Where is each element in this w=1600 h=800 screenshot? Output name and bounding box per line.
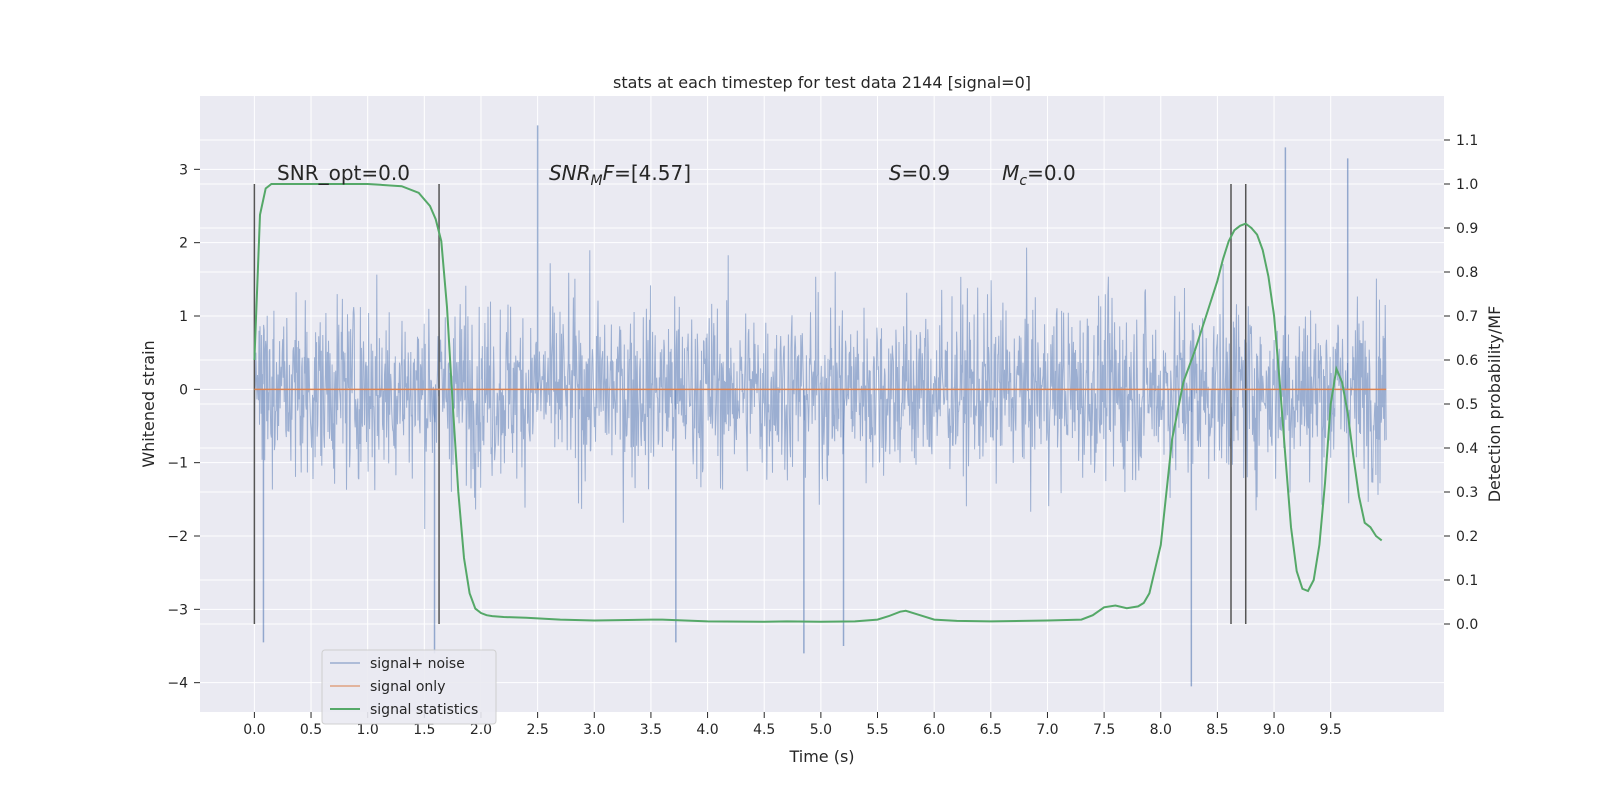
annotation-2: S=0.9 (889, 161, 950, 185)
x-tick-label: 7.0 (1036, 722, 1058, 738)
legend-box (321, 649, 497, 725)
y-right-tick-label: 0.1 (1456, 573, 1478, 589)
y-axis-ticks: −4 −3 −2 −1 0 1 2 3 (167, 162, 200, 692)
y-tick-label: −4 (167, 676, 188, 692)
x-axis-label: Time (s) (788, 747, 854, 766)
x-tick-label: 2.5 (526, 722, 548, 738)
x-tick-label: 6.5 (980, 722, 1002, 738)
chart-title: stats at each timestep for test data 214… (613, 73, 1031, 92)
x-tick-label: 0.0 (243, 722, 265, 738)
x-axis-ticks: 0.0 0.5 1.0 1.5 2.0 2.5 3.0 3.5 4.0 4.5 5.0 5.5 6.0 6… (243, 712, 1342, 738)
x-tick-label: 5.5 (866, 722, 888, 738)
x-tick-label: 0.5 (300, 722, 322, 738)
y-right-tick-label: 0.6 (1456, 353, 1478, 369)
legend-label-signal-noise: signal+ noise (370, 656, 465, 672)
series-signal-statistics (253, 183, 1383, 623)
x-tick-label: 4.5 (753, 722, 775, 738)
y-right-tick-label: 0.9 (1456, 221, 1478, 237)
y-tick-label: 0 (179, 382, 188, 398)
y-right-tick-label: 0.0 (1456, 617, 1478, 633)
y-right-tick-label: 1.0 (1456, 177, 1478, 193)
annotation-3: Mc=0.0 (1002, 161, 1076, 189)
y-axis-label: Whitened strain (139, 340, 158, 467)
x-tick-label: 8.0 (1150, 722, 1172, 738)
x-tick-label: 6.0 (923, 722, 945, 738)
y-right-tick-label: 0.2 (1456, 529, 1478, 545)
x-tick-label: 1.5 (413, 722, 435, 738)
x-tick-label: 5.0 (810, 722, 832, 738)
y-right-tick-label: 1.1 (1456, 133, 1478, 149)
annotation-1: SNRMF=[4.57] (549, 161, 691, 189)
annotation-0: SNR_opt=0.0 (277, 161, 410, 185)
y-right-tick-label: 0.8 (1456, 265, 1478, 281)
x-tick-label: 8.5 (1206, 722, 1228, 738)
y-right-axis-label: Detection probability/MF (1485, 306, 1504, 503)
y-tick-label: 2 (179, 236, 188, 252)
y-right-tick-label: 0.5 (1456, 397, 1478, 413)
y-right-axis-ticks: 0.0 0.1 0.2 0.3 0.4 0.5 0.6 0.7 0.8 0.9 1.0 1.1 (1444, 133, 1478, 633)
x-tick-label: 1.0 (357, 722, 379, 738)
legend: signal+ noise signal only signal statist… (321, 649, 497, 725)
x-tick-label: 7.5 (1093, 722, 1115, 738)
legend-label-signal-only: signal only (370, 679, 445, 695)
vertical-markers (253, 184, 1247, 624)
x-tick-label: 3.5 (640, 722, 662, 738)
legend-label-signal-statistics: signal statistics (370, 702, 478, 718)
x-tick-label: 9.0 (1263, 722, 1285, 738)
y-tick-label: −2 (167, 529, 188, 545)
annotations: SNR_opt=0.0 SNRMF=[4.57] S=0.9 Mc=0.0 (277, 161, 1076, 189)
signal-statistics-line (253, 183, 1383, 623)
x-tick-label: 3.0 (583, 722, 605, 738)
y-right-tick-label: 0.4 (1456, 441, 1478, 457)
x-tick-label: 9.5 (1320, 722, 1342, 738)
y-right-tick-label: 0.7 (1456, 309, 1478, 325)
y-right-tick-label: 0.3 (1456, 485, 1478, 501)
y-tick-label: 3 (179, 162, 188, 178)
noise-trace (253, 247, 1387, 530)
x-tick-label: 2.0 (470, 722, 492, 738)
y-tick-label: −3 (167, 602, 188, 618)
x-tick-label: 4.0 (696, 722, 718, 738)
y-tick-label: −1 (167, 456, 188, 472)
series-signal-noise (253, 125, 1387, 687)
y-tick-label: 1 (179, 309, 188, 325)
